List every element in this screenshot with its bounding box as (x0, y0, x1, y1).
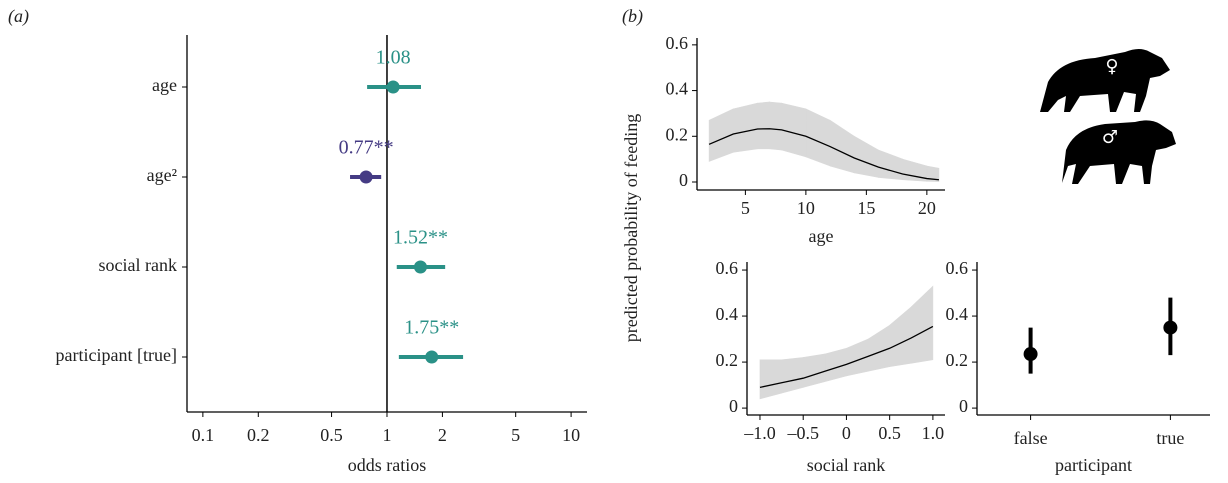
x-axis-title: participant (1055, 455, 1132, 475)
y-tick-label: 0 (679, 170, 688, 190)
x-tick-label: 15 (857, 198, 875, 218)
x-tick-label: –1.0 (743, 423, 776, 443)
confidence-band (781, 102, 807, 158)
confidence-band (769, 101, 782, 151)
fit-line (759, 325, 934, 389)
confidence-band (910, 285, 934, 364)
male-symbol: ♂ (1102, 127, 1118, 148)
confidence-band (732, 102, 758, 153)
confidence-band (802, 353, 826, 388)
estimate-point (386, 80, 400, 94)
x-tick-label: 1 (382, 425, 391, 445)
confidence-band (867, 324, 890, 372)
x-tick-label: 5 (741, 198, 750, 218)
confidence-band (878, 149, 903, 181)
value-label: 0.77** (339, 137, 394, 159)
estimate-point (425, 350, 439, 364)
y-tick-label: social rank (99, 255, 177, 275)
confidence-band (781, 357, 804, 394)
x-tick-label: 0.5 (320, 425, 343, 445)
confidence-band (759, 359, 782, 400)
x-tick-label: –0.5 (786, 423, 819, 443)
y-tick-label: age (152, 75, 177, 95)
x-tick-label: false (1014, 428, 1048, 448)
hyena-male (1062, 120, 1176, 184)
y-tick-label: 0.4 (666, 79, 689, 99)
confidence-band (926, 165, 940, 182)
y-tick-label: age² (147, 165, 177, 185)
confidence-band (853, 135, 879, 178)
y-tick-label: 0.2 (716, 350, 739, 370)
x-axis-title: odds ratios (348, 455, 427, 475)
x-tick-label: 0.1 (192, 425, 215, 445)
y-tick-label: 0 (729, 396, 738, 416)
x-tick-label: 1.0 (922, 423, 945, 443)
estimate-point (413, 260, 427, 274)
x-tick-label: 10 (562, 425, 580, 445)
x-tick-label: 20 (918, 198, 936, 218)
estimate-point (1023, 347, 1038, 362)
x-axis-title: age (809, 226, 834, 246)
y-tick-label: participant [true] (56, 345, 177, 365)
x-tick-label: 0.5 (878, 423, 901, 443)
x-tick-label: 2 (438, 425, 447, 445)
estimate-point (359, 170, 373, 184)
confidence-band (829, 119, 855, 174)
x-tick-label: true (1156, 428, 1184, 448)
female-symbol: ♀ (1105, 56, 1118, 77)
confidence-band (757, 101, 770, 150)
y-tick-label: 0.4 (946, 304, 969, 324)
y-tick-label: 0.2 (666, 124, 689, 144)
x-tick-label: 5 (511, 425, 520, 445)
hyena-female (1040, 49, 1170, 112)
panel-label: (a) (8, 6, 29, 27)
x-tick-label: 0.2 (247, 425, 270, 445)
y-axis-title: predicted probability of feeding (621, 114, 641, 342)
y-tick-label: 0.2 (946, 350, 969, 370)
y-tick-label: 0.6 (946, 258, 969, 278)
fit-line (708, 128, 940, 181)
value-label: 1.75** (404, 317, 459, 339)
estimate-point (1163, 320, 1178, 335)
confidence-band (889, 306, 912, 368)
y-tick-label: 0.6 (666, 33, 689, 53)
value-label: 1.52** (393, 227, 448, 249)
x-axis-title: social rank (807, 455, 885, 475)
x-tick-label: 0 (842, 423, 851, 443)
panel-label: (b) (622, 6, 643, 27)
y-tick-label: 0 (959, 396, 968, 416)
x-tick-label: 10 (797, 198, 815, 218)
y-tick-label: 0.6 (716, 258, 739, 278)
y-tick-label: 0.4 (716, 304, 739, 324)
hyena-icons: ♀ ♂ (1040, 49, 1176, 184)
value-label: 1.08 (376, 47, 411, 69)
